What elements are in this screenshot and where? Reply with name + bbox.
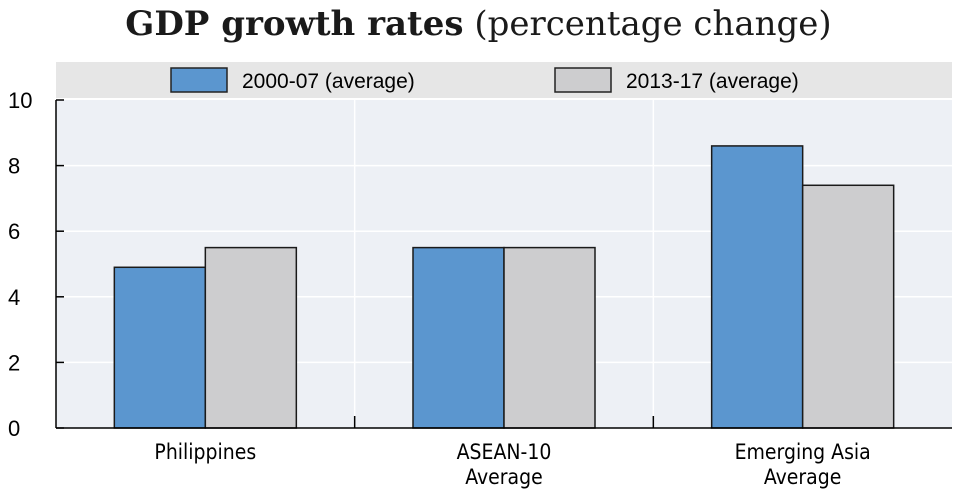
x-category-label: ASEAN-10 [457,440,552,464]
legend-swatch [170,67,228,93]
bar [412,246,505,429]
x-category-label: Philippines [154,440,256,464]
bar [204,246,298,429]
chart-title-main: GDP growth rates [125,4,464,44]
bar [113,266,207,429]
y-tick-label: 8 [8,154,20,179]
legend-label: 2000-07 (average) [242,70,415,93]
bar [710,145,804,429]
x-category-label: Emerging Asia [735,440,871,464]
x-category-label: Average [764,465,841,489]
bar [801,184,895,429]
y-tick-label: 2 [8,350,20,375]
chart-title: GDP growth rates (percentage change) [0,4,957,44]
y-tick-label: 10 [8,88,32,113]
legend-swatch [554,67,612,93]
legend-label: 2013-17 (average) [626,70,799,93]
x-category-label: Average [465,465,542,489]
chart-title-sub: (percentage change) [474,4,832,44]
y-tick-label: 6 [8,219,20,244]
y-tick-label: 0 [8,416,20,441]
bar [503,246,596,429]
y-tick-label: 4 [8,285,20,310]
